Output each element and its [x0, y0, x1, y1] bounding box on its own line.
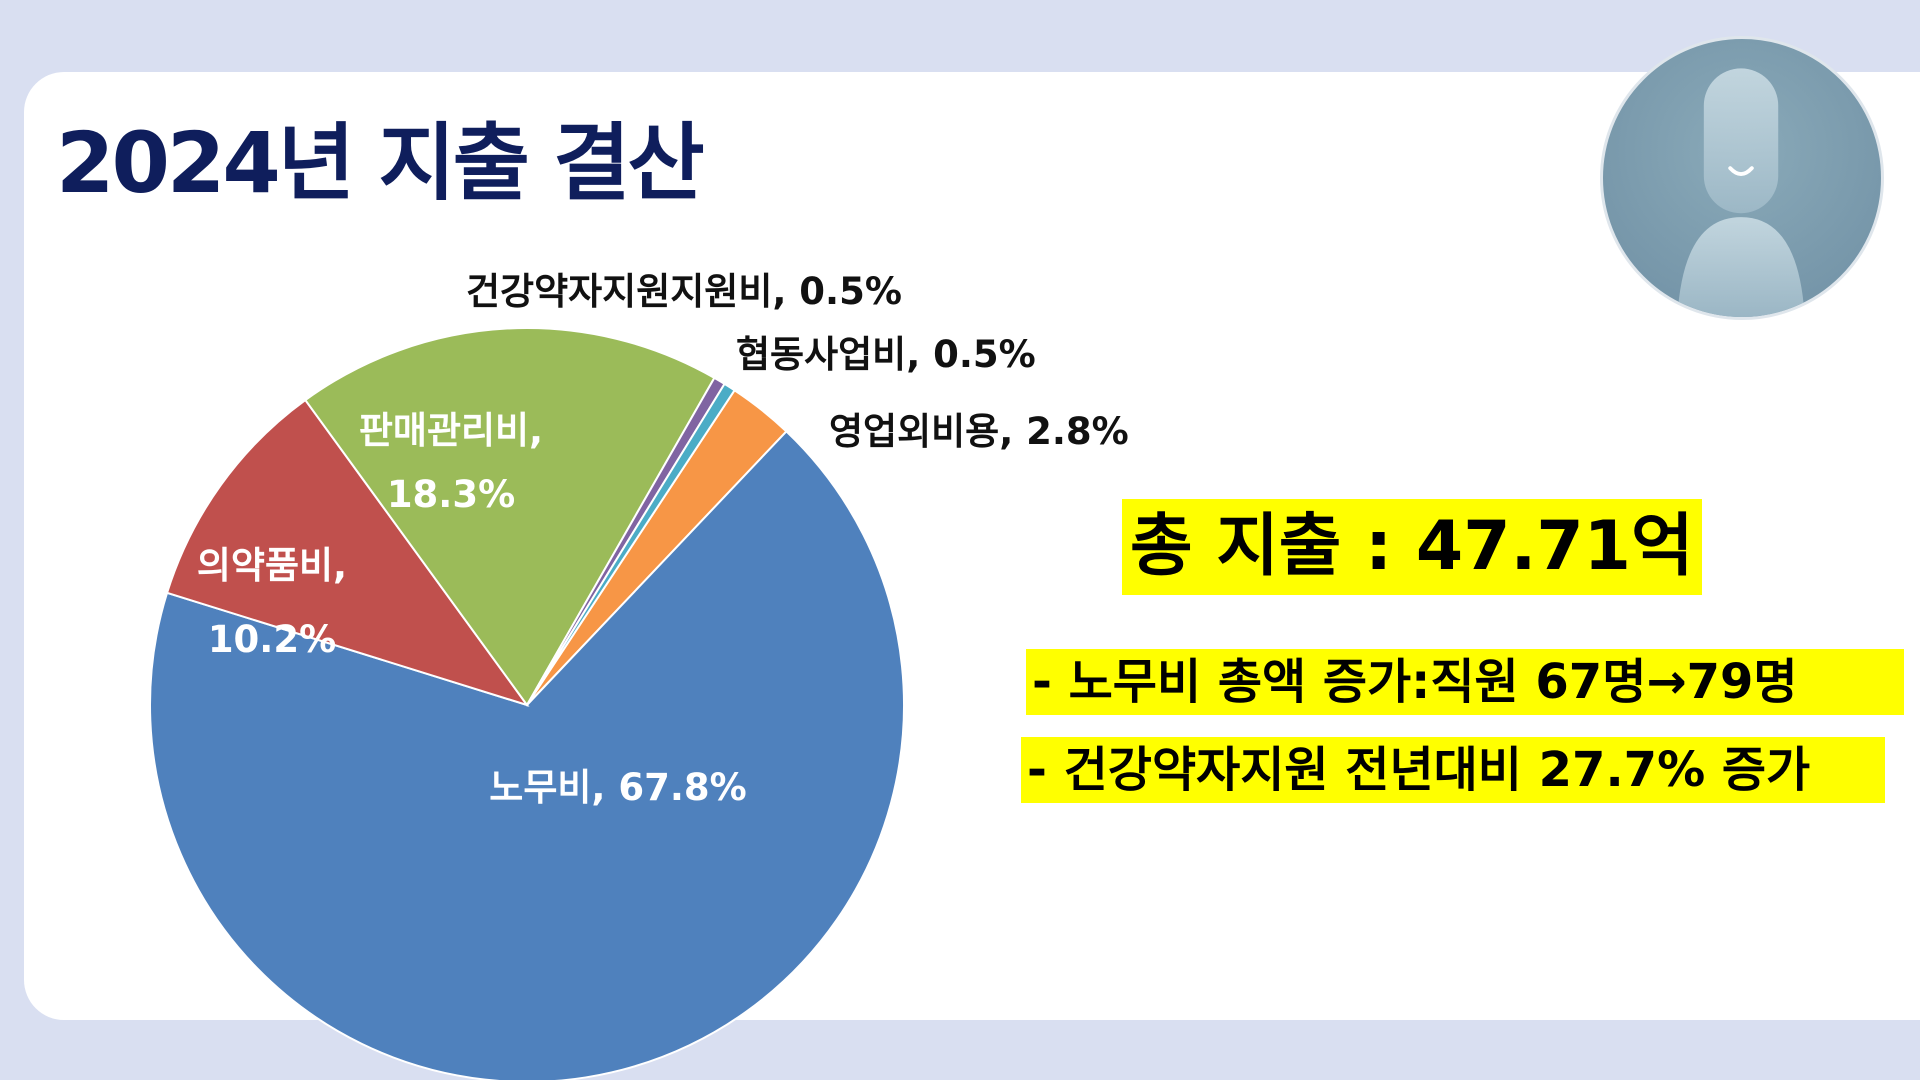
pie-slice-노무비 [149, 429, 905, 1080]
note-labor-cost-increase: - 노무비 총액 증가:직원 67명→79명 [1026, 649, 1904, 715]
pie-slice-의약품비 [165, 398, 530, 707]
pie-label-영업외비용: 영업외비용, 2.8% [829, 410, 1129, 453]
note-health-support-increase: - 건강약자지원 전년대비 27.7% 증가 [1021, 737, 1885, 803]
person-silhouette-icon [1677, 68, 1805, 317]
pie-label-판매관리비: 판매관리비, 18.3% [359, 409, 543, 516]
total-expense-highlight: 총 지출 : 47.71억 [1122, 499, 1702, 595]
pie-label-노무비: 노무비, 67.8% [489, 766, 746, 809]
pie-label-의약품비: 의약품비, 10.2% [197, 544, 347, 661]
pie-label-협동사업비: 협동사업비, 0.5% [736, 333, 1036, 376]
avatar [1600, 36, 1884, 320]
pie-label-건강약자지원지원비: 건강약자지원지원비, 0.5% [466, 270, 902, 313]
pie-labels: 영업외비용, 2.8% 노무비, 67.8% 의약품비, 10.2%판매관리비, 18.… [197, 270, 1129, 809]
pie-slice-협동사업비 [526, 382, 736, 706]
pie-slices [149, 327, 905, 1080]
slide-title: 2024년 지출 결산 [56, 114, 705, 212]
pie-slice-판매관리비 [303, 327, 716, 707]
